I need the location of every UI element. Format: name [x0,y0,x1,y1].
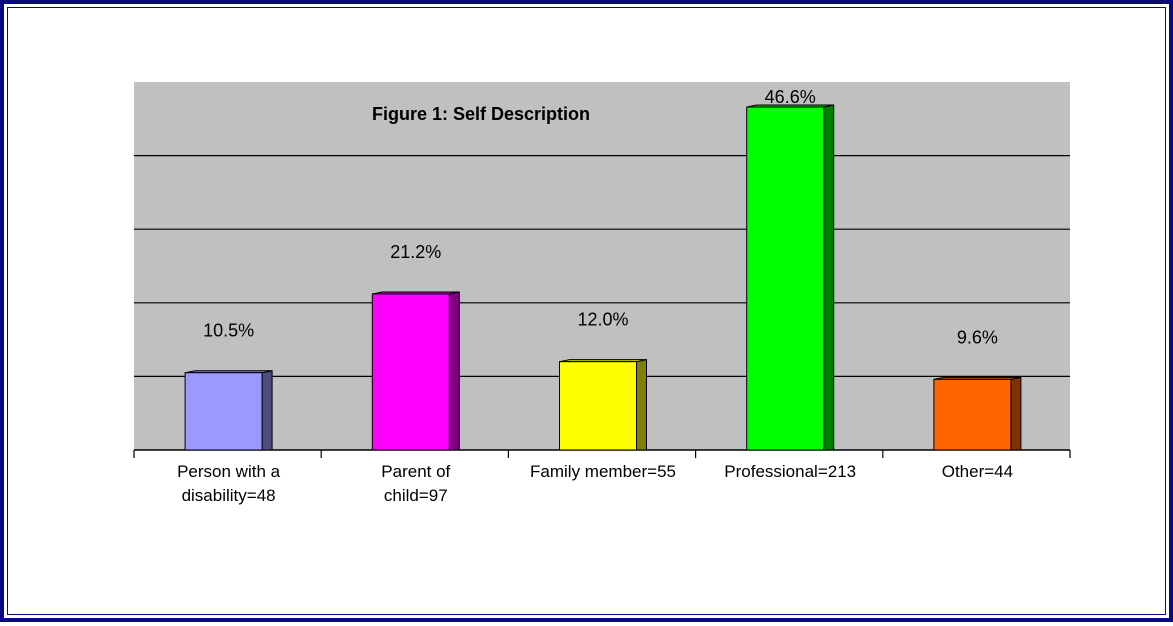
bar [559,359,647,451]
value-labels: 10.5% 21.2% 12.0% 46.6% 9.6% [203,87,998,347]
value-label: 12.0% [577,310,628,330]
chart-title: Figure 1: Self Description [372,104,590,124]
category-label-line: Family member=55 [530,462,676,481]
bar-front [746,106,825,451]
value-label: 21.2% [390,242,441,262]
self-description-chart: 10.5% 21.2% 12.0% 46.6% 9.6% Person with a di… [133,82,1071,505]
bar [933,376,1022,451]
value-label: 9.6% [957,327,998,347]
category-label: Person with a disability=48 [177,462,281,505]
bar-front [559,361,637,451]
bar-front [933,378,1012,451]
bar-front [371,293,450,451]
category-label-line: Person with a [177,462,281,481]
bar-side [1010,376,1022,451]
value-label: 10.5% [203,321,254,341]
category-label-line: disability=48 [182,486,276,505]
bar [746,104,835,451]
category-label-line: child=97 [384,486,448,505]
category-label: Professional=213 [724,462,856,481]
bar-side [636,359,647,451]
bar-front [184,372,263,451]
category-label: Family member=55 [530,462,676,481]
bar [184,370,273,451]
bar-side [823,104,835,451]
bar [371,291,460,451]
category-label-line: Other=44 [942,462,1013,481]
category-label-line: Parent of [381,462,450,481]
value-label: 46.6% [765,87,816,107]
category-label: Other=44 [942,462,1013,481]
x-axis-ticks [133,450,1071,458]
category-label: Parent of child=97 [381,462,450,505]
category-label-line: Professional=213 [724,462,856,481]
bar-side [261,370,273,451]
bar-side [448,291,460,451]
gridlines [134,155,1070,377]
category-labels: Person with a disability=48 Parent of child… [177,462,1013,505]
bars [184,104,1022,451]
